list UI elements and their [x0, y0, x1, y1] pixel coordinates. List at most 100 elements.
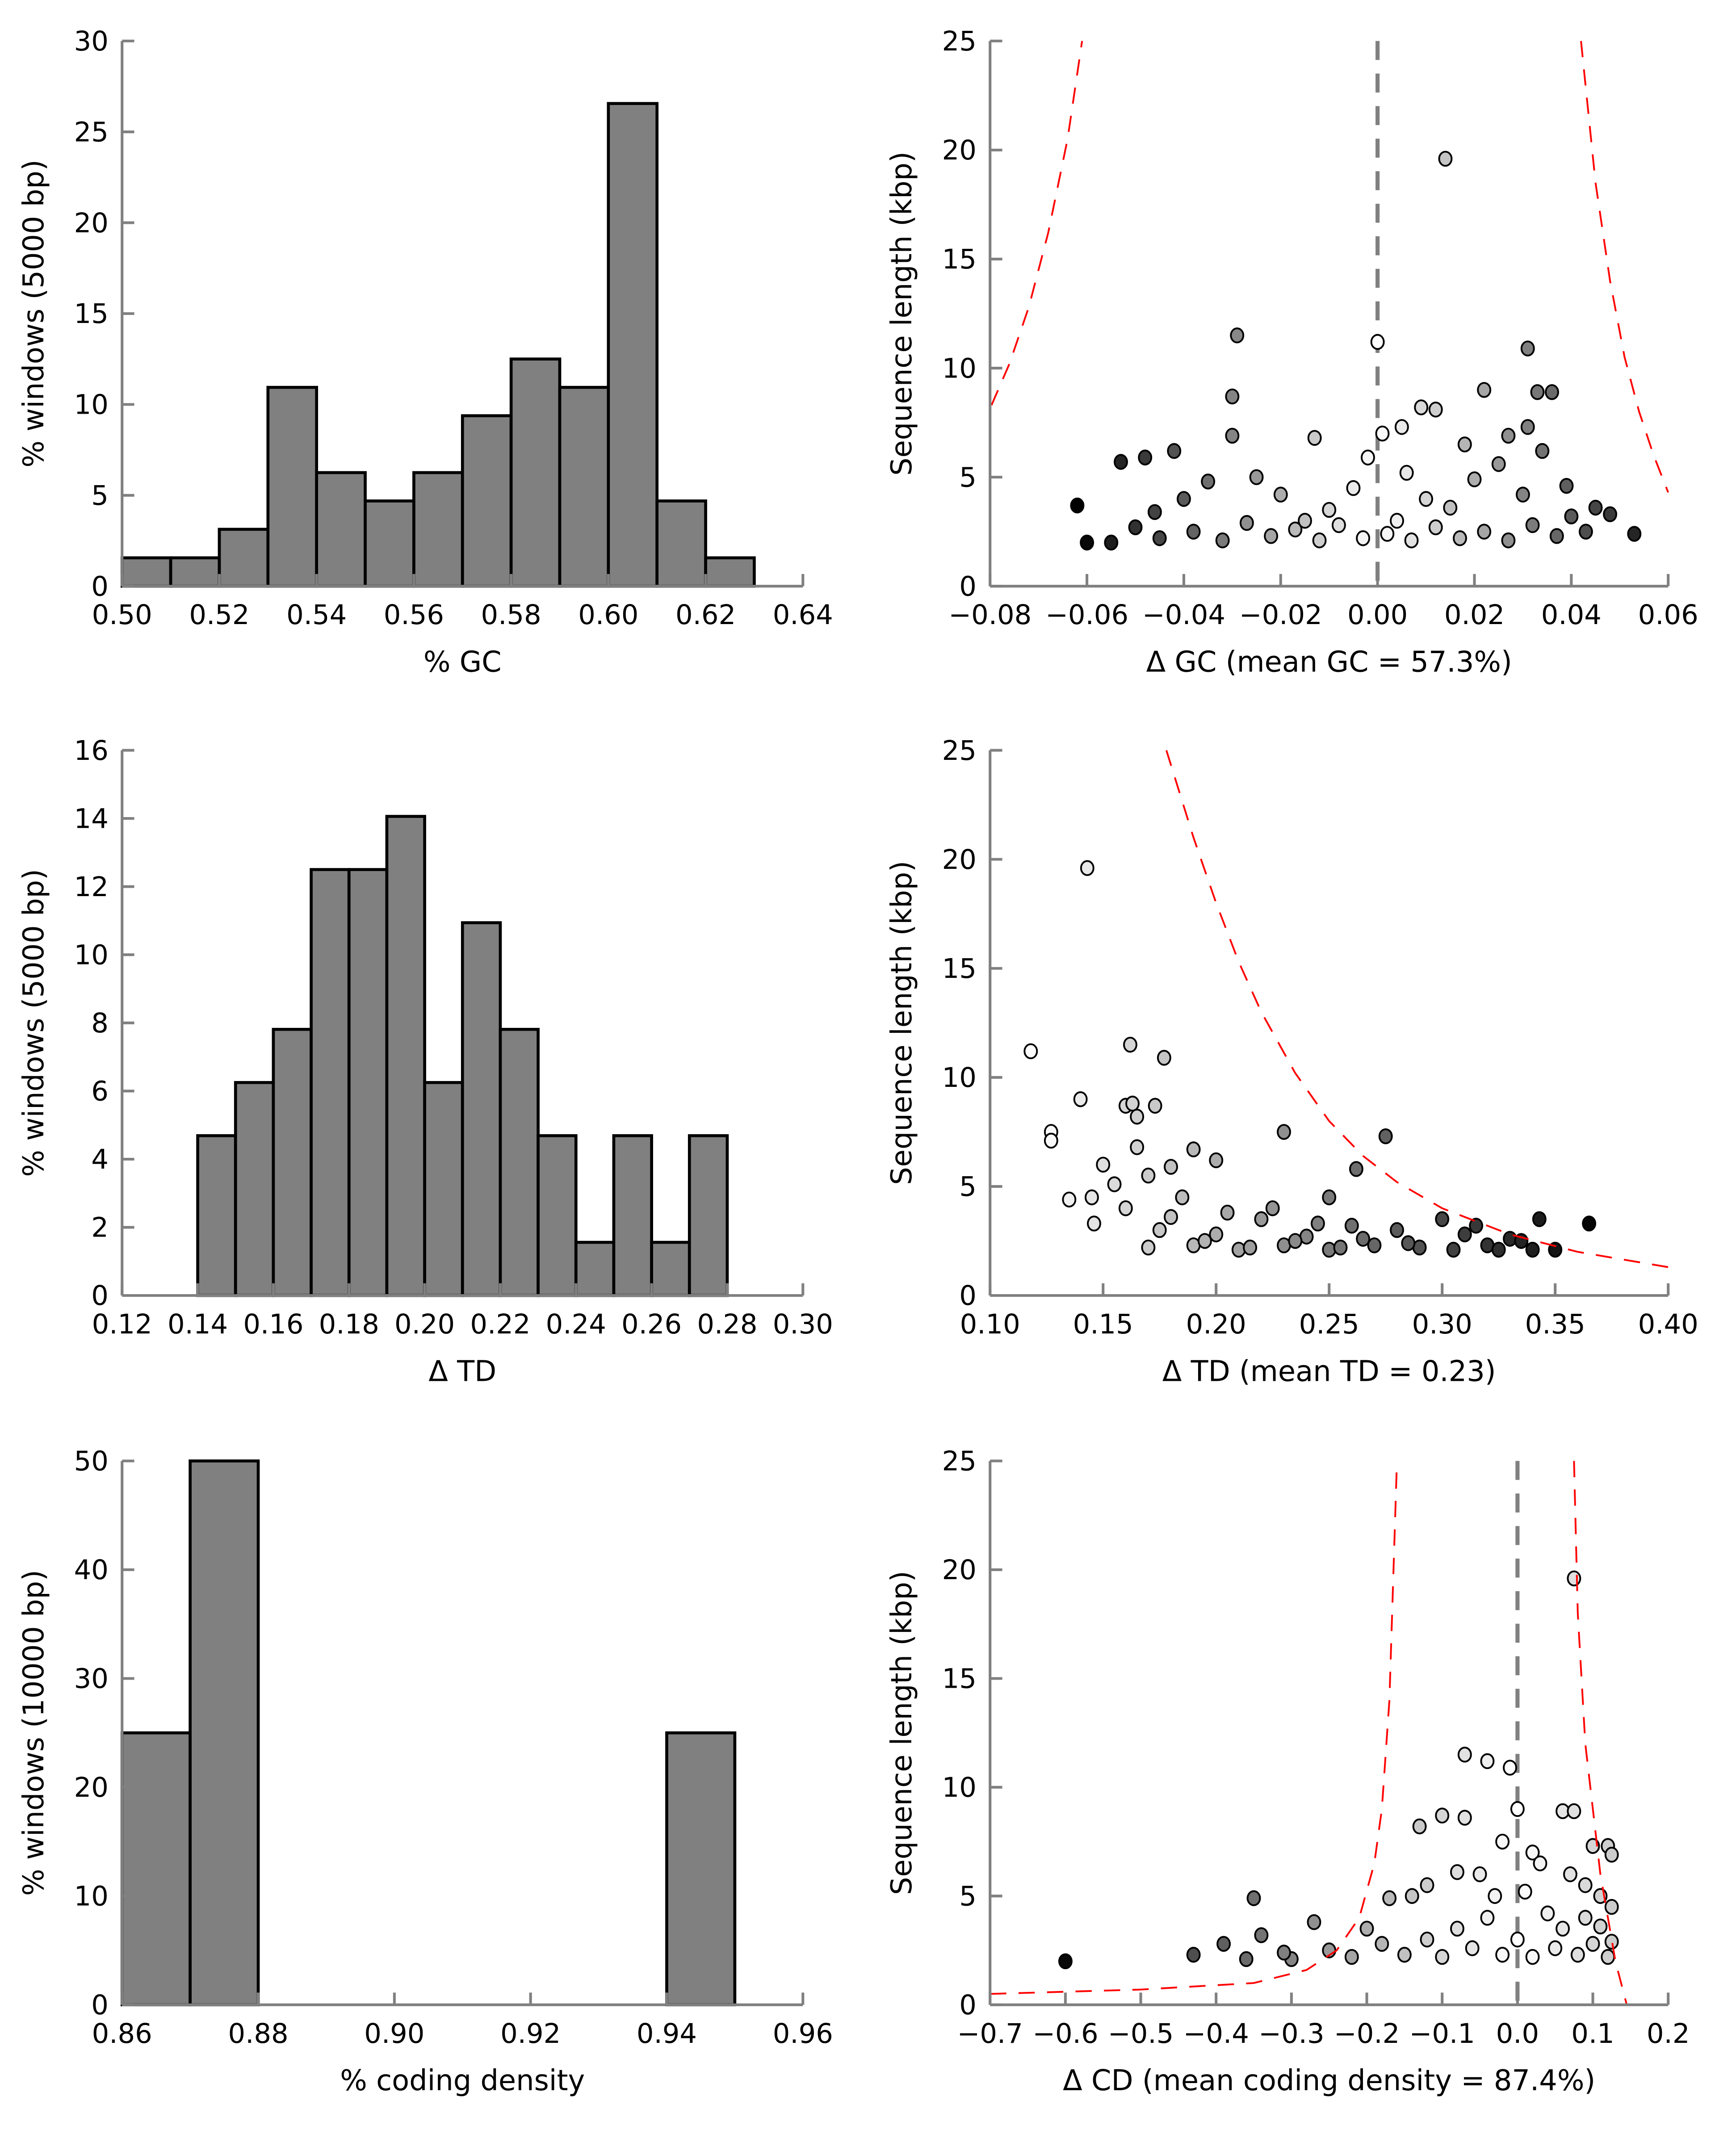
scatter-point	[1472, 1866, 1487, 1882]
y-tick-label: 15	[74, 298, 109, 330]
scatter-point	[1380, 526, 1395, 542]
scatter-point	[1264, 528, 1279, 544]
histogram-bar	[315, 471, 367, 588]
scatter-point	[1152, 530, 1167, 546]
scatter-point	[1201, 474, 1216, 490]
scatter-point	[1428, 402, 1443, 418]
x-tick-label: 0.40	[1638, 1309, 1698, 1340]
scatter-point	[1450, 1920, 1464, 1937]
y-axis-label: Sequence length (kbp)	[885, 1571, 918, 1895]
scatter-point	[1254, 1211, 1269, 1227]
histogram-bar	[612, 1134, 653, 1297]
y-tick-label: 16	[74, 735, 109, 767]
x-tick-label: 0.22	[470, 1309, 530, 1340]
scatter-point	[1375, 425, 1390, 442]
scatter-point	[1501, 428, 1516, 444]
scatter-point	[1585, 1936, 1600, 1952]
x-tick-label: 0.28	[697, 1309, 757, 1340]
x-tick-label: 0.15	[1073, 1309, 1133, 1340]
scatter-point	[1186, 1947, 1201, 1963]
scatter-point	[1435, 1211, 1450, 1227]
y-tick-label: 5	[959, 1171, 977, 1203]
scatter-point	[1044, 1132, 1058, 1149]
scatter-point	[1277, 1124, 1291, 1140]
x-tick-label: 0.20	[394, 1309, 455, 1340]
scatter-point	[1307, 1914, 1321, 1930]
scatter-point	[1457, 1747, 1472, 1763]
histogram-bar	[655, 499, 707, 588]
x-tick-label: 0.30	[773, 1309, 833, 1340]
scatter-point	[1404, 532, 1419, 549]
x-tick-label: 0.00	[1347, 599, 1408, 631]
scatter-point	[1073, 1091, 1088, 1107]
y-tick-label: 50	[74, 1446, 109, 1477]
scatter-point	[1070, 497, 1085, 514]
threshold-curve	[1166, 750, 1669, 1268]
scatter-point	[1344, 1218, 1359, 1234]
x-tick-label: 0.04	[1541, 599, 1602, 631]
scatter-point	[1254, 1927, 1269, 1943]
scatter-point	[1107, 1176, 1122, 1192]
histogram-bar	[423, 1081, 464, 1297]
x-tick-label: 0.02	[1444, 599, 1505, 631]
histogram-bar	[196, 1134, 237, 1297]
scatter-point	[1533, 1855, 1547, 1872]
histogram-bar	[574, 1241, 616, 1297]
td-scatter-chart: 0.10 0.15 0.20 0.25 0.30 0.35 0.40 0 5 10 15 20 25 Δ …	[885, 735, 1698, 1388]
scatter-point	[1249, 469, 1264, 485]
scatter-point	[1491, 456, 1506, 472]
scatter-point	[1265, 1200, 1280, 1216]
scatter-point	[1503, 1760, 1517, 1776]
scatter-point	[1346, 480, 1361, 496]
x-tick-label: 0.14	[168, 1309, 228, 1340]
x-tick-label: 0.56	[384, 599, 444, 631]
y-tick-label: 10	[942, 353, 977, 384]
scatter-point	[1215, 532, 1230, 549]
y-tick-label: 0	[959, 1280, 977, 1312]
scatter-point	[1080, 534, 1094, 551]
scatter-point	[1604, 1899, 1619, 1915]
histogram-bar	[120, 556, 172, 588]
scatter-point	[1477, 382, 1492, 398]
scatter-point	[1601, 1949, 1615, 1965]
y-tick-label: 10	[74, 939, 109, 971]
x-tick-label: 0.86	[92, 2018, 152, 2050]
histogram-bar	[650, 1241, 691, 1297]
scatter-point	[1480, 1753, 1495, 1769]
y-tick-label: 25	[942, 1446, 977, 1477]
scatter-point	[1420, 1877, 1434, 1893]
scatter-point	[1390, 1222, 1404, 1238]
scatter-point	[1148, 1098, 1162, 1114]
scatter-point	[1356, 1231, 1371, 1247]
y-tick-label: 10	[942, 1062, 977, 1094]
histogram-bar	[364, 499, 415, 588]
x-tick-label: 0.1	[1571, 2018, 1614, 2050]
scatter-point	[1450, 1864, 1464, 1880]
y-tick-label: 0	[91, 1280, 109, 1312]
x-tick-label: 0.58	[481, 599, 541, 631]
x-tick-label: 0.30	[1412, 1309, 1472, 1340]
y-tick-label: 25	[942, 735, 977, 767]
scatter-point	[1438, 151, 1453, 167]
scatter-point	[1322, 502, 1337, 518]
y-tick-label: 0	[959, 571, 977, 602]
scatter-point	[1344, 1949, 1359, 1965]
scatter-point	[1501, 532, 1516, 549]
scatter-point	[1446, 1241, 1461, 1258]
scatter-point	[1288, 1233, 1303, 1249]
scatter-point	[1378, 1128, 1393, 1144]
scatter-point	[1322, 1241, 1337, 1258]
histogram-bar	[704, 556, 756, 588]
y-axis-label: Sequence length (kbp)	[885, 861, 918, 1185]
scatter-point	[1627, 526, 1642, 542]
scatter-point	[1420, 1931, 1434, 1948]
x-tick-label: 0.94	[637, 2018, 697, 2050]
scatter-point	[1087, 1216, 1101, 1232]
scatter-point	[1382, 1890, 1397, 1906]
scatter-point	[1277, 1945, 1291, 1961]
y-tick-label: 0	[91, 1990, 109, 2021]
scatter-point	[1367, 1237, 1382, 1253]
x-tick-label: −0.08	[948, 599, 1032, 631]
scatter-point	[1058, 1953, 1073, 1970]
scatter-point	[1510, 1931, 1525, 1948]
